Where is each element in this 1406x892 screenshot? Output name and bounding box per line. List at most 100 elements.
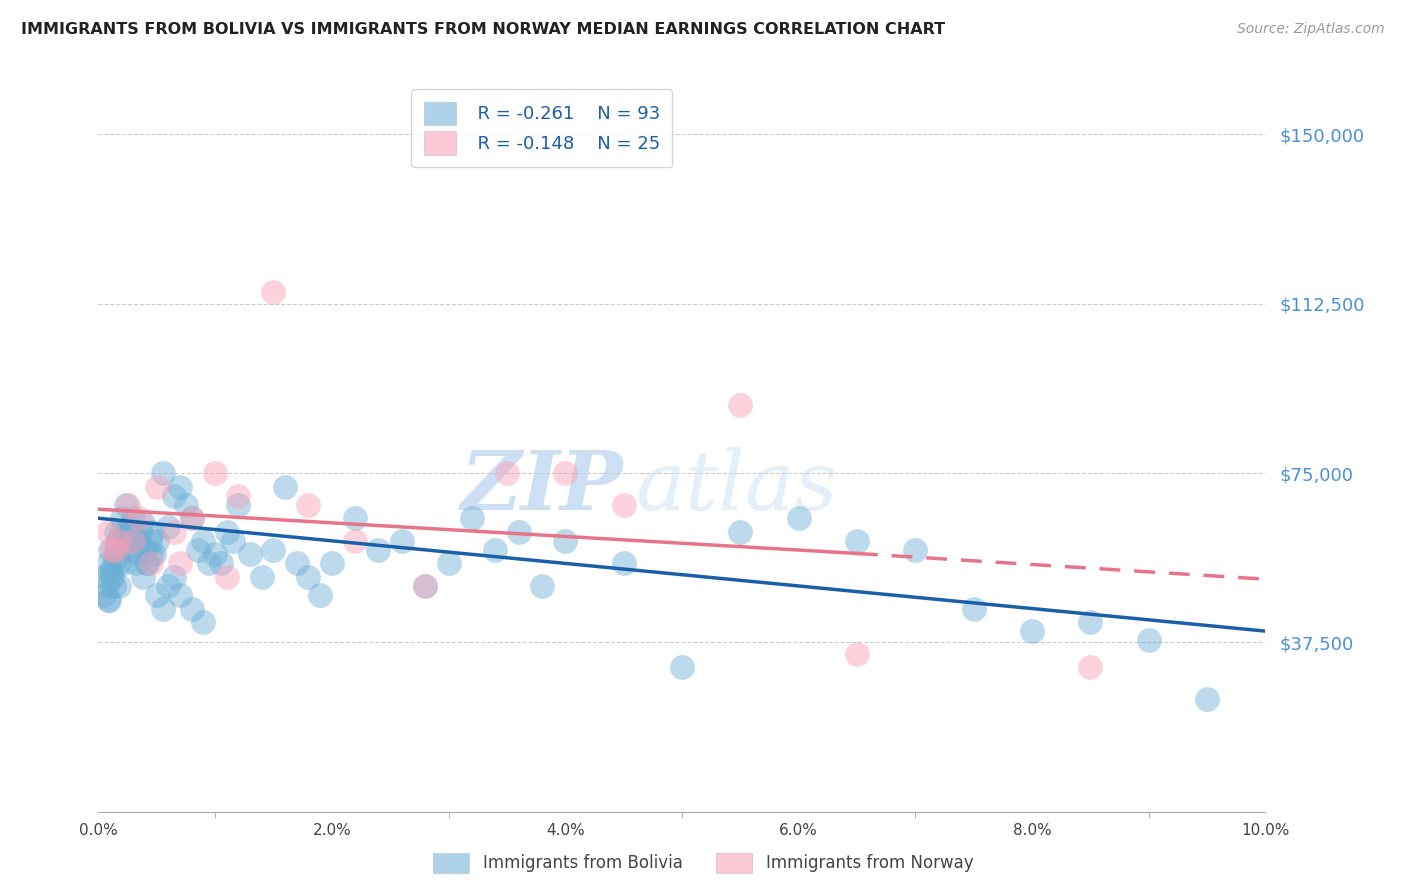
Point xyxy=(143,547,166,561)
Point xyxy=(904,542,927,557)
Point xyxy=(297,498,319,512)
Point xyxy=(239,547,262,561)
Point xyxy=(193,615,215,629)
Point xyxy=(730,524,752,539)
Point xyxy=(118,520,141,534)
Point xyxy=(228,498,250,512)
Point xyxy=(344,533,367,548)
Point xyxy=(152,601,174,615)
Point xyxy=(127,547,149,561)
Point xyxy=(152,466,174,480)
Point xyxy=(461,511,484,525)
Point xyxy=(285,557,308,571)
Point xyxy=(297,570,319,584)
Point xyxy=(508,524,530,539)
Point xyxy=(484,542,506,557)
Point xyxy=(204,547,226,561)
Point xyxy=(100,570,122,584)
Point xyxy=(530,579,553,593)
Point xyxy=(112,557,135,571)
Point xyxy=(344,511,367,525)
Point xyxy=(1021,624,1043,639)
Point xyxy=(104,552,127,566)
Point xyxy=(163,524,186,539)
Point xyxy=(97,592,120,607)
Point xyxy=(146,480,169,494)
Point xyxy=(554,533,576,548)
Point xyxy=(209,557,232,571)
Point xyxy=(157,579,180,593)
Point xyxy=(215,570,238,584)
Point xyxy=(111,511,134,525)
Point xyxy=(613,498,636,512)
Point xyxy=(180,511,202,525)
Point xyxy=(94,570,117,584)
Point xyxy=(104,542,127,557)
Point xyxy=(413,579,436,593)
Point xyxy=(174,498,197,512)
Point xyxy=(134,542,156,557)
Point xyxy=(120,542,142,557)
Point xyxy=(141,524,163,539)
Point xyxy=(193,533,215,548)
Point xyxy=(1080,660,1102,674)
Point xyxy=(613,557,636,571)
Point xyxy=(157,520,180,534)
Text: Source: ZipAtlas.com: Source: ZipAtlas.com xyxy=(1237,22,1385,37)
Point xyxy=(117,498,139,512)
Point xyxy=(221,533,243,548)
Point xyxy=(117,524,139,539)
Point xyxy=(391,533,413,548)
Point xyxy=(198,557,221,571)
Point xyxy=(180,511,202,525)
Point xyxy=(846,647,869,661)
Point xyxy=(250,570,273,584)
Point xyxy=(108,579,131,593)
Point xyxy=(413,579,436,593)
Point xyxy=(204,466,226,480)
Point xyxy=(128,511,150,525)
Point xyxy=(554,466,576,480)
Point xyxy=(115,498,138,512)
Point xyxy=(309,588,332,602)
Point xyxy=(122,533,145,548)
Point xyxy=(263,285,285,300)
Point xyxy=(101,542,124,557)
Point xyxy=(112,533,135,548)
Point xyxy=(98,542,121,557)
Legend: Immigrants from Bolivia, Immigrants from Norway: Immigrants from Bolivia, Immigrants from… xyxy=(426,847,980,880)
Point xyxy=(1080,615,1102,629)
Point xyxy=(104,524,127,539)
Point xyxy=(163,489,186,503)
Point xyxy=(103,579,125,593)
Point xyxy=(187,542,209,557)
Point xyxy=(1197,691,1219,706)
Point xyxy=(169,588,191,602)
Point xyxy=(367,542,389,557)
Point xyxy=(101,570,124,584)
Point xyxy=(132,570,155,584)
Point xyxy=(129,524,152,539)
Point xyxy=(787,511,810,525)
Point xyxy=(132,516,155,530)
Text: atlas: atlas xyxy=(636,447,838,526)
Point xyxy=(97,524,120,539)
Point xyxy=(139,557,162,571)
Point xyxy=(97,592,120,607)
Point xyxy=(1137,633,1160,648)
Point xyxy=(263,542,285,557)
Point xyxy=(97,557,120,571)
Point xyxy=(105,542,128,557)
Point xyxy=(104,542,127,557)
Point xyxy=(496,466,519,480)
Point xyxy=(93,588,115,602)
Point xyxy=(163,570,186,584)
Text: ZIP: ZIP xyxy=(461,447,624,526)
Point xyxy=(110,524,132,539)
Point xyxy=(146,533,169,548)
Point xyxy=(962,601,984,615)
Point xyxy=(107,533,129,548)
Point xyxy=(122,511,145,525)
Point xyxy=(169,557,191,571)
Point xyxy=(215,524,238,539)
